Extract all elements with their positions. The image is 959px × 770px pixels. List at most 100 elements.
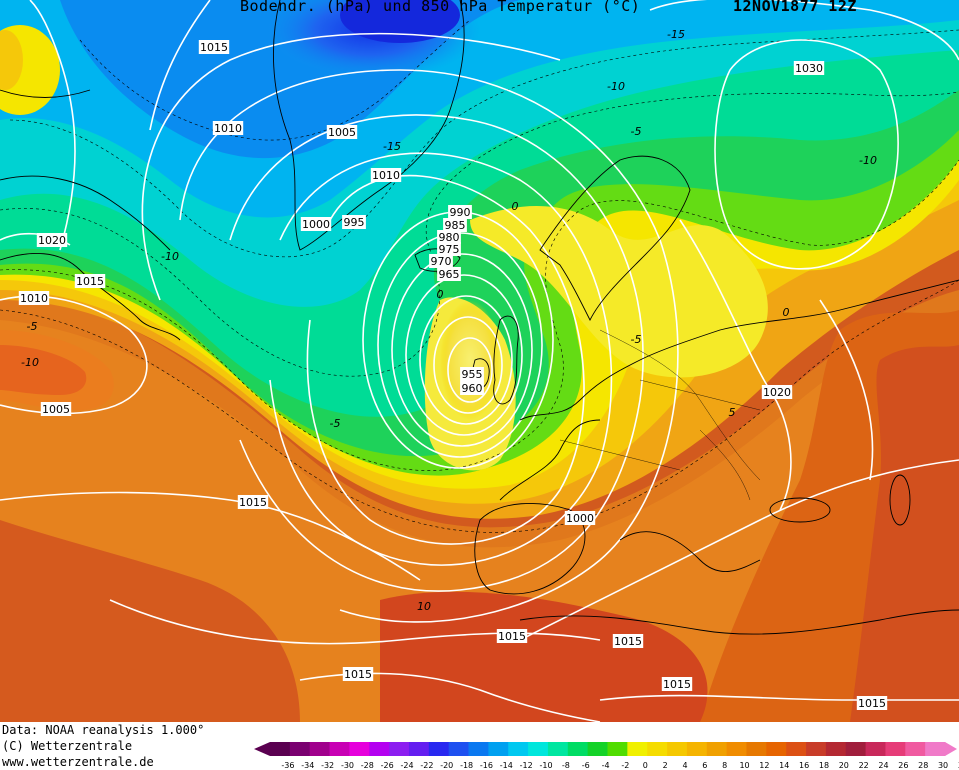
isobar-label-box — [612, 634, 644, 648]
colorbar-swatch — [508, 742, 529, 756]
colorbar-swatch — [270, 742, 291, 756]
colorbar-tick-label: -18 — [460, 761, 473, 770]
colorbar-tick-label: 6 — [702, 761, 707, 770]
isotherm-label: -5 — [631, 333, 642, 346]
colorbar-tick-label: 30 — [938, 761, 948, 770]
isotherm-label: 0 — [783, 306, 790, 319]
colorbar-tick-label: -2 — [621, 761, 629, 770]
colorbar-tick-label: 26 — [898, 761, 908, 770]
isobar-label: 990 — [450, 206, 471, 219]
isobar-label-box — [856, 696, 888, 710]
colorbar-swatch — [647, 742, 668, 756]
isobar-label: 1015 — [498, 630, 526, 643]
country-borders — [559, 329, 761, 501]
isotherm-label: -10 — [21, 356, 39, 369]
isotherm-label: -10 — [607, 80, 625, 93]
isobar-label: 1015 — [614, 635, 642, 648]
isobar-label: 1015 — [200, 41, 228, 54]
colorbar-tick-label: 0 — [643, 761, 648, 770]
colorbar-swatch — [726, 742, 747, 756]
isotherm-label: 10 — [417, 600, 431, 613]
isobar-label: 1020 — [763, 386, 791, 399]
data-source: Data: NOAA reanalysis 1.000° — [2, 723, 205, 737]
colorbar-swatch — [547, 742, 569, 756]
colorbar-tick-label: -26 — [381, 761, 394, 770]
colorbar-tick-label: 4 — [682, 761, 687, 770]
isobar-label: 1010 — [20, 292, 48, 305]
colorbar-swatch — [448, 742, 469, 756]
isobar-label: 995 — [344, 216, 365, 229]
colorbar-tick-label: -8 — [562, 761, 570, 770]
colorbar-swatch — [806, 742, 827, 756]
isobar-label-box — [443, 218, 467, 232]
isobar-label-box — [437, 267, 461, 281]
isobar-label-box — [661, 677, 693, 691]
isotherm-label: -5 — [27, 320, 38, 333]
colorbar-swatch — [607, 742, 628, 756]
isobar-label-box — [460, 367, 484, 381]
colorbar-tick-label: -28 — [361, 761, 374, 770]
isobar-label: 1000 — [302, 218, 330, 231]
colorbar-swatch — [349, 742, 370, 756]
isobar-label: 1030 — [795, 62, 823, 75]
isobar-label-box — [761, 385, 793, 399]
isobar-label-box — [460, 381, 484, 395]
website-url: www.wetterzentrale.de — [2, 755, 154, 769]
isobar-label-box — [198, 40, 230, 54]
isobar-label-box — [437, 242, 461, 256]
colorbar-swatch — [289, 742, 311, 756]
isobar-label: 955 — [462, 368, 483, 381]
isobar-label-box — [448, 205, 472, 219]
isobar-label: 985 — [445, 219, 466, 232]
colorbar-swatch — [885, 742, 906, 756]
isobar-label: 1015 — [663, 678, 691, 691]
isobar-label: 1005 — [328, 126, 356, 139]
colorbar-swatch — [686, 742, 708, 756]
isotherm-label: 0 — [437, 288, 444, 301]
colorbar-tick-label: -12 — [520, 761, 533, 770]
colorbar-swatch — [329, 742, 350, 756]
isobar-label: 975 — [439, 243, 460, 256]
colorbar-swatch — [528, 742, 549, 756]
colorbar-tick-label: 12 — [759, 761, 769, 770]
isobar-label: 1015 — [239, 496, 267, 509]
temperature-field — [0, 0, 959, 722]
isotherm-label: 0 — [512, 200, 519, 213]
colorbar-min-arrow — [254, 742, 270, 756]
colorbar-swatch — [369, 742, 390, 756]
isobar-label-box — [793, 61, 825, 75]
colorbar-tick-label: -4 — [602, 761, 610, 770]
colorbar-swatch — [925, 742, 946, 756]
colorbar-tick-label: 22 — [859, 761, 869, 770]
colorbar-swatch — [488, 742, 509, 756]
isobar-label-box — [496, 629, 528, 643]
isobar-label-box — [326, 125, 358, 139]
isobar-label: 980 — [439, 231, 460, 244]
isobar-label-box — [36, 233, 68, 247]
isobar-label-box — [18, 291, 50, 305]
isobar-label-box — [564, 511, 596, 525]
isotherm-label: -15 — [383, 140, 401, 153]
isotherm-label: -5 — [330, 417, 341, 430]
colorbar-tick-label: 14 — [779, 761, 789, 770]
colorbar-tick-label: 18 — [819, 761, 829, 770]
colorbar-tick-label: -30 — [341, 761, 354, 770]
colorbar-tick-label: 24 — [878, 761, 888, 770]
colorbar-tick-label: 20 — [839, 761, 849, 770]
colorbar-tick-label: 2 — [663, 761, 668, 770]
isobar-label: 1000 — [566, 512, 594, 525]
isobar-label: 1015 — [76, 275, 104, 288]
colorbar-tick-label: 28 — [918, 761, 928, 770]
colorbar-swatch — [825, 742, 847, 756]
isobar-label-box — [237, 495, 269, 509]
isobar-label: 970 — [431, 255, 452, 268]
colorbar-tick-label: 32 — [958, 761, 959, 770]
colorbar-swatch — [786, 742, 807, 756]
isobar-label: 965 — [439, 268, 460, 281]
temperature-colorbar: -36 -34 -32 -30 -28 -26 -24 -22 -20 -18 -16 -14 -12-… — [254, 742, 959, 770]
isobar-label: 1015 — [858, 697, 886, 710]
isobar-label-box — [342, 215, 366, 229]
isobar-label: 960 — [462, 382, 483, 395]
